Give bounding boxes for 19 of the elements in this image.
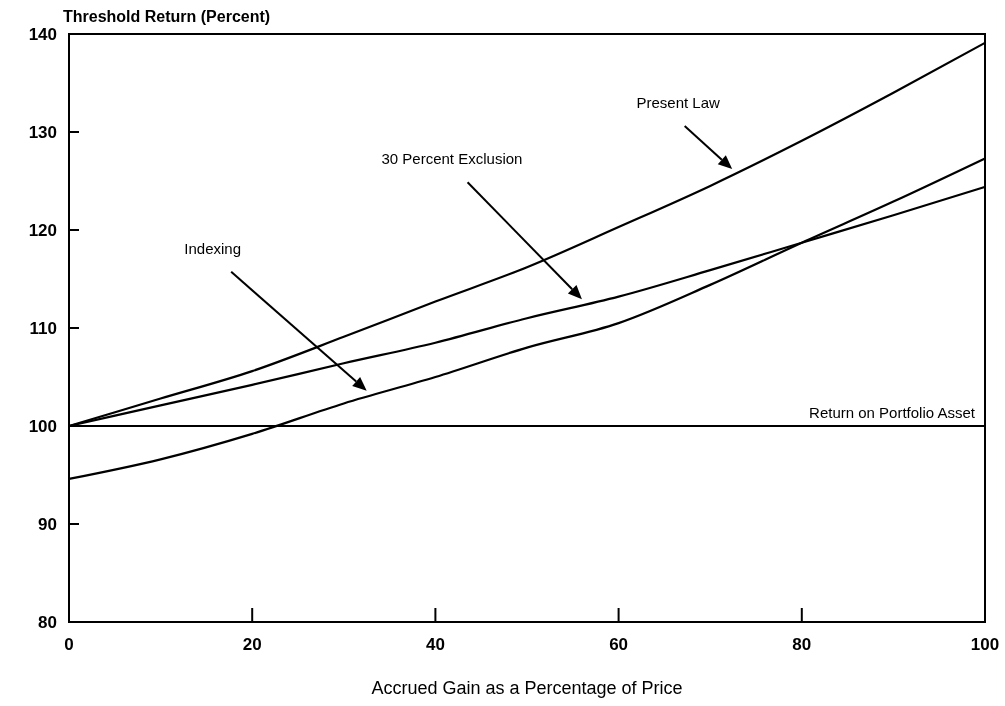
annotation: 30 Percent Exclusion — [381, 150, 523, 168]
y-tick-label: 90 — [38, 514, 57, 534]
y-tick-label: 120 — [28, 220, 57, 240]
x-tick-label: 60 — [609, 635, 629, 654]
annotation: Present Law — [636, 94, 721, 112]
x-tick-label: 20 — [242, 635, 262, 654]
x-tick-label: 80 — [792, 635, 812, 654]
y-tick-label: 130 — [28, 122, 57, 142]
y-axis-title: Threshold Return (Percent) — [63, 8, 271, 25]
y-tick-label: 100 — [28, 416, 57, 436]
x-tick-label: 40 — [425, 635, 445, 654]
ref-line-label: Return on Portfolio Asset — [809, 404, 976, 421]
y-tick-label: 80 — [38, 612, 57, 632]
y-tick-label: 140 — [28, 24, 57, 44]
x-tick-label: 0 — [64, 635, 74, 654]
x-axis-title: Accrued Gain as a Percentage of Price — [371, 678, 683, 698]
annotation: Indexing — [184, 239, 242, 257]
x-tick-label: 100 — [970, 635, 1000, 654]
y-tick-label: 110 — [29, 318, 57, 338]
